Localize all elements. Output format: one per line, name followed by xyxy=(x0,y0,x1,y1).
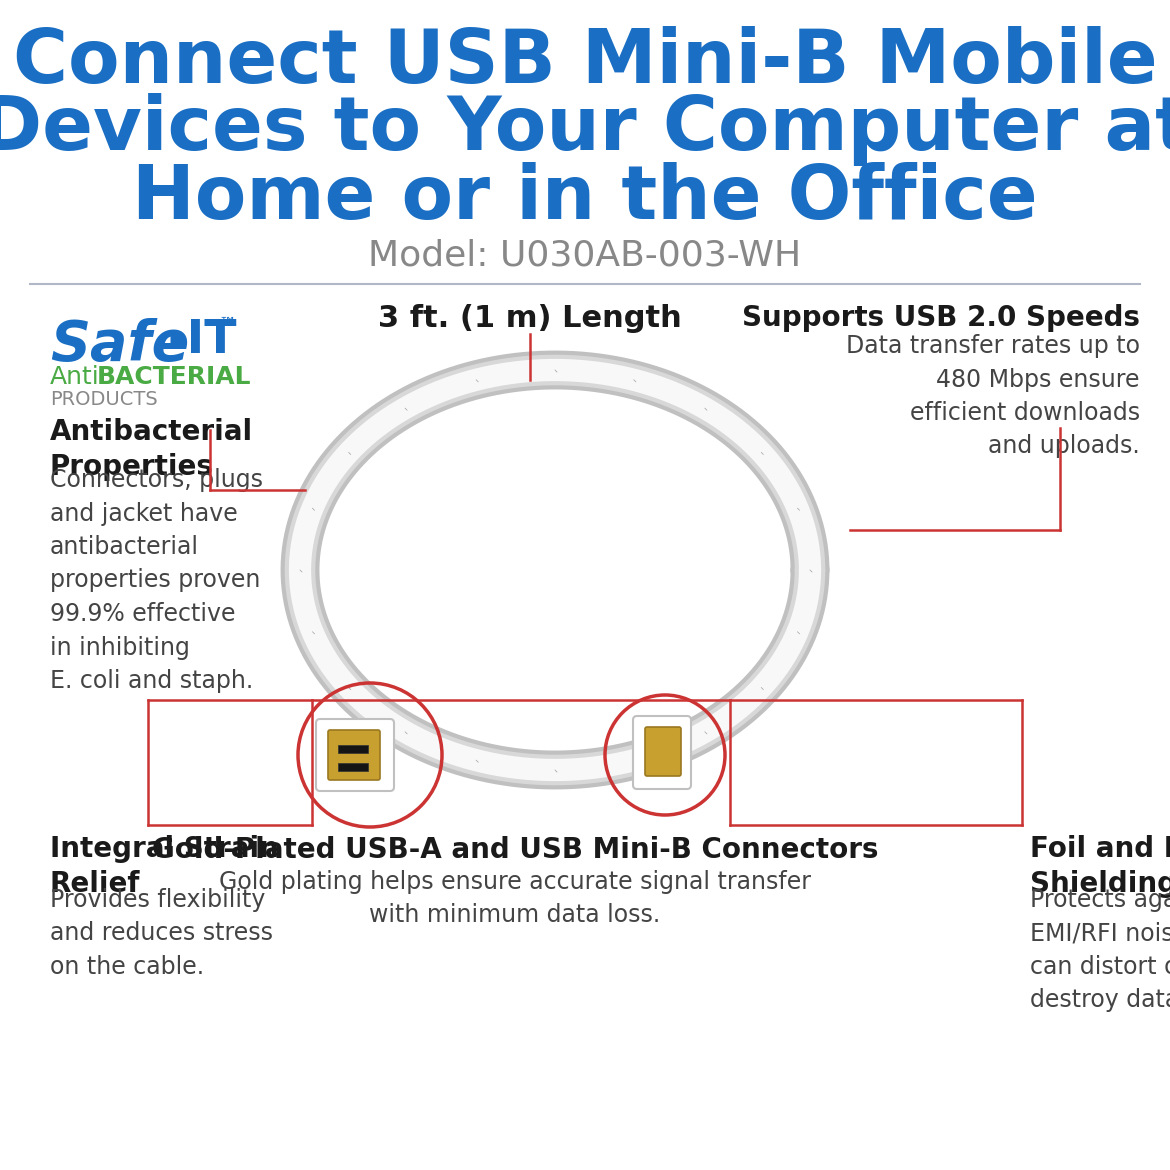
Text: Gold-Plated USB-A and USB Mini-B Connectors: Gold-Plated USB-A and USB Mini-B Connect… xyxy=(152,837,879,863)
Text: Devices to Your Computer at: Devices to Your Computer at xyxy=(0,94,1170,166)
FancyBboxPatch shape xyxy=(316,720,394,791)
FancyBboxPatch shape xyxy=(645,727,681,776)
Text: -IT: -IT xyxy=(168,318,238,363)
Text: Home or in the Office: Home or in the Office xyxy=(132,161,1038,234)
Text: BACTERIAL: BACTERIAL xyxy=(97,365,252,388)
Text: Provides flexibility
and reduces stress
on the cable.: Provides flexibility and reduces stress … xyxy=(50,888,273,979)
Text: ™: ™ xyxy=(218,316,236,333)
Text: Connect USB Mini-B Mobile: Connect USB Mini-B Mobile xyxy=(13,26,1157,98)
Text: Anti: Anti xyxy=(50,365,99,388)
Text: Antibacterial
Properties: Antibacterial Properties xyxy=(50,418,253,481)
Text: PRODUCTS: PRODUCTS xyxy=(50,390,158,409)
Text: Safe: Safe xyxy=(50,318,190,372)
Text: Protects against
EMI/RFI noise that
can distort or
destroy data.: Protects against EMI/RFI noise that can … xyxy=(1030,888,1170,1012)
FancyBboxPatch shape xyxy=(328,730,380,780)
Text: Integral Strain
Relief: Integral Strain Relief xyxy=(50,835,278,897)
Text: Connectors, plugs
and jacket have
antibacterial
properties proven
99.9% effectiv: Connectors, plugs and jacket have antiba… xyxy=(50,468,263,693)
Text: Model: U030AB-003-WH: Model: U030AB-003-WH xyxy=(369,238,801,271)
FancyBboxPatch shape xyxy=(633,716,691,789)
Bar xyxy=(338,763,369,771)
Bar xyxy=(338,745,369,753)
Text: Data transfer rates up to
480 Mbps ensure
efficient downloads
and uploads.: Data transfer rates up to 480 Mbps ensur… xyxy=(846,333,1140,459)
Text: Gold plating helps ensure accurate signal transfer
with minimum data loss.: Gold plating helps ensure accurate signa… xyxy=(219,870,811,928)
Text: Supports USB 2.0 Speeds: Supports USB 2.0 Speeds xyxy=(742,304,1140,332)
Text: Foil and Braid
Shielding: Foil and Braid Shielding xyxy=(1030,835,1170,897)
Text: 3 ft. (1 m) Length: 3 ft. (1 m) Length xyxy=(378,304,682,333)
